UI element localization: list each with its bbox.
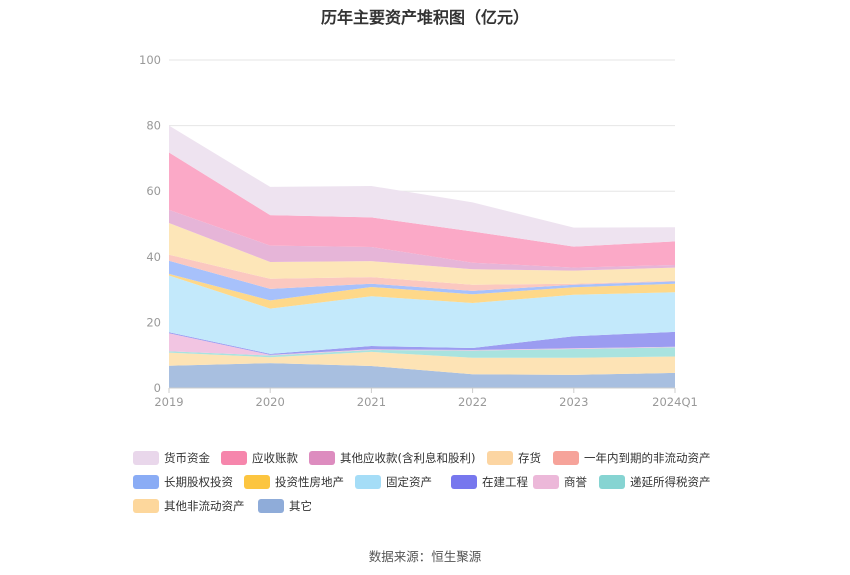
legend-label: 一年内到期的非流动资产 <box>584 451 711 465</box>
legend-swatch <box>487 451 513 465</box>
legend-label: 在建工程 <box>482 475 528 489</box>
legend-swatch <box>133 451 159 465</box>
legend-label: 存货 <box>518 451 541 465</box>
y-tick-label: 60 <box>146 184 161 198</box>
legend-label: 长期股权投资 <box>164 475 233 489</box>
y-tick-label: 40 <box>146 250 161 264</box>
area-series-9[interactable] <box>169 223 675 285</box>
legend-swatch <box>355 475 381 489</box>
legend-item[interactable]: 应收账款 <box>221 449 298 467</box>
legend-swatch <box>533 475 559 489</box>
area-series-8[interactable] <box>169 254 675 291</box>
legend-item[interactable]: 在建工程 <box>451 473 528 491</box>
area-series-7[interactable] <box>169 260 675 301</box>
area-layer <box>169 125 675 388</box>
legend-label: 其他非流动资产 <box>164 499 245 513</box>
legend-item[interactable]: 其他应收款(含利息和股利) <box>309 449 475 467</box>
legend-item[interactable]: 商誉 <box>533 473 587 491</box>
legend-swatch <box>599 475 625 489</box>
chart-title: 历年主要资产堆积图（亿元） <box>320 8 529 27</box>
legend-item[interactable]: 其他非流动资产 <box>133 497 245 515</box>
axis-layer: 0 20 40 60 80 100 2019 2020 2021 2022 2023 2024Q1 <box>139 53 698 409</box>
area-series-10[interactable] <box>169 209 675 271</box>
legend-item[interactable]: 货币资金 <box>133 449 210 467</box>
legend-swatch <box>451 475 477 489</box>
legend-swatch <box>258 499 284 513</box>
y-tick-label: 20 <box>146 315 161 329</box>
y-tick-label: 80 <box>146 119 161 133</box>
x-tick-label: 2019 <box>154 395 183 409</box>
area-series-12[interactable] <box>169 125 675 247</box>
area-series-3[interactable] <box>169 333 675 356</box>
legend-swatch <box>133 475 159 489</box>
legend-label: 投资性房地产 <box>275 475 344 489</box>
area-series-5[interactable] <box>169 275 675 354</box>
legend-swatch <box>309 451 335 465</box>
legend-swatch <box>221 451 247 465</box>
x-tick-label: 2024Q1 <box>652 395 698 409</box>
legend-item[interactable]: 递延所得税资产 <box>599 473 711 491</box>
legend-swatch <box>244 475 270 489</box>
legend-label: 其他应收款(含利息和股利) <box>340 451 476 465</box>
x-tick-label: 2020 <box>256 395 285 409</box>
legend-label: 商誉 <box>564 475 587 489</box>
y-tick-label: 100 <box>139 53 161 67</box>
legend-label: 固定资产 <box>386 475 432 489</box>
area-series-6[interactable] <box>169 273 675 309</box>
legend-label: 货币资金 <box>164 451 210 465</box>
area-series-1[interactable] <box>169 351 675 375</box>
source-note: 数据来源：恒生聚源 <box>368 549 482 564</box>
area-series-4[interactable] <box>169 331 675 355</box>
legend-item[interactable]: 固定资产 <box>355 473 432 491</box>
y-tick-label: 0 <box>154 381 161 395</box>
legend-item[interactable]: 投资性房地产 <box>244 473 344 491</box>
legend-item[interactable]: 其它 <box>258 497 312 515</box>
legend-item[interactable]: 存货 <box>487 449 541 467</box>
legend-item[interactable]: 长期股权投资 <box>133 473 233 491</box>
area-series-0[interactable] <box>169 363 675 388</box>
x-tick-label: 2022 <box>458 395 487 409</box>
x-tick-label: 2023 <box>559 395 588 409</box>
legend-label: 递延所得税资产 <box>630 475 711 489</box>
x-tick-label: 2021 <box>357 395 386 409</box>
legend-item[interactable]: 一年内到期的非流动资产 <box>553 449 711 467</box>
legend-swatch <box>553 451 579 465</box>
area-series-2[interactable] <box>169 347 675 358</box>
legend-label: 其它 <box>289 499 312 513</box>
area-series-11[interactable] <box>169 152 675 268</box>
legend-swatch <box>133 499 159 513</box>
legend-label: 应收账款 <box>252 451 298 465</box>
